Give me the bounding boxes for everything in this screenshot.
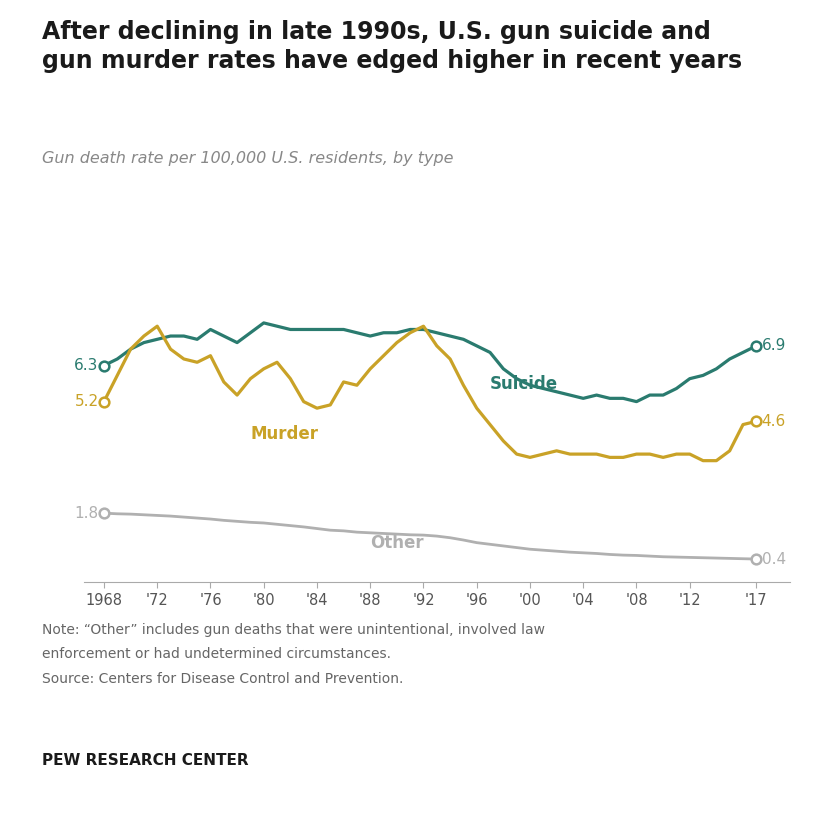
Text: Gun death rate per 100,000 U.S. residents, by type: Gun death rate per 100,000 U.S. resident… <box>42 151 454 165</box>
Text: 6.3: 6.3 <box>74 358 98 373</box>
Text: Note: “Other” includes gun deaths that were unintentional, involved law: Note: “Other” includes gun deaths that w… <box>42 623 545 637</box>
Text: Other: Other <box>370 534 424 553</box>
Text: 4.6: 4.6 <box>762 414 786 429</box>
Text: 5.2: 5.2 <box>75 394 98 409</box>
Text: After declining in late 1990s, U.S. gun suicide and
gun murder rates have edged : After declining in late 1990s, U.S. gun … <box>42 20 742 73</box>
Text: enforcement or had undetermined circumstances.: enforcement or had undetermined circumst… <box>42 647 391 661</box>
Text: 1.8: 1.8 <box>75 505 98 521</box>
Text: 6.9: 6.9 <box>762 339 786 353</box>
Text: 0.4: 0.4 <box>762 552 785 567</box>
Text: PEW RESEARCH CENTER: PEW RESEARCH CENTER <box>42 753 249 768</box>
Text: Suicide: Suicide <box>490 374 558 392</box>
Text: Source: Centers for Disease Control and Prevention.: Source: Centers for Disease Control and … <box>42 672 403 685</box>
Text: Murder: Murder <box>250 426 318 444</box>
